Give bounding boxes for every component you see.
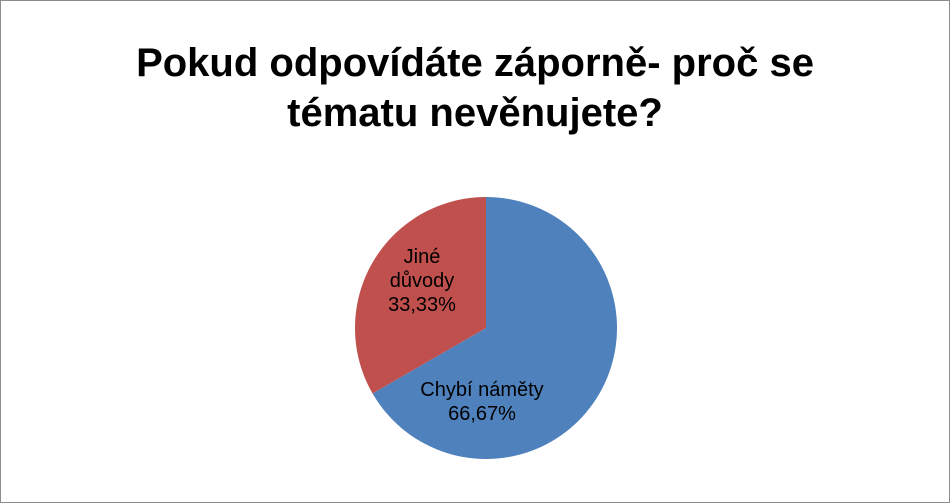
label-value: 66,67%	[448, 403, 516, 425]
chart-title: Pokud odpovídáte záporně- proč se tématu…	[136, 41, 814, 135]
label-category: Jiné důvody	[389, 246, 455, 292]
pie-slice	[355, 196, 486, 394]
data-label: Jiné důvody 33,33%	[382, 245, 462, 317]
label-category: Chybí náměty	[420, 379, 544, 401]
data-label: Chybí náměty 66,67%	[402, 378, 562, 426]
pie-slice	[372, 196, 618, 459]
label-value: 33,33%	[388, 294, 456, 316]
